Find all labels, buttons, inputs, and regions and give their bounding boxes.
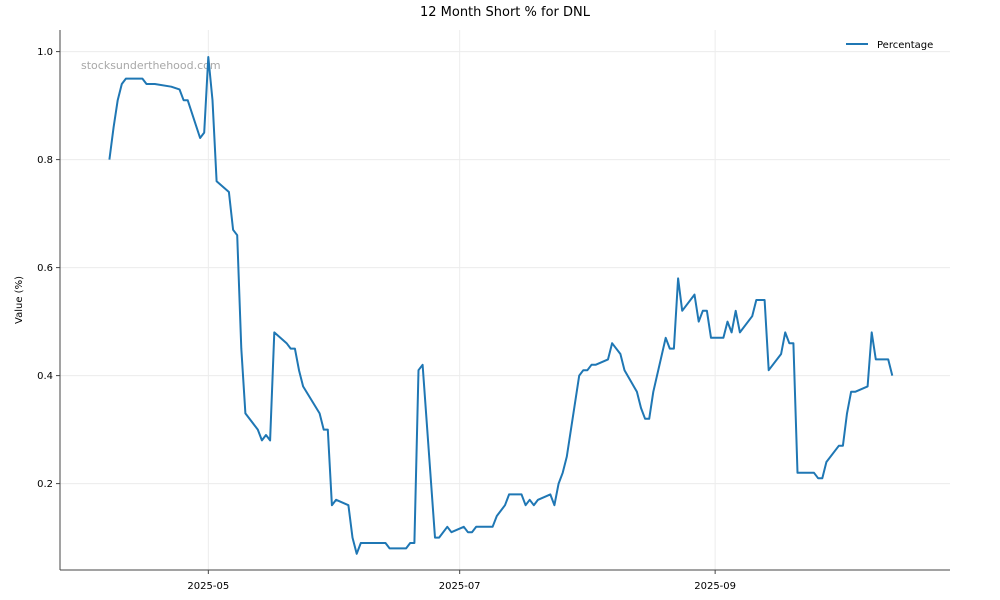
legend: Percentage [846,40,933,51]
legend-label-percentage: Percentage [877,40,933,51]
y-tick-label: 0.2 [37,479,53,490]
watermark-text: stocksunderthehood.com [81,59,221,72]
series-layer [108,56,894,555]
series-line-percentage [108,56,894,555]
x-axis-ticks: 2025-05 2025-07 2025-09 [187,570,736,592]
x-tick-label: 2025-07 [439,581,481,592]
chart-title: 12 Month Short % for DNL [420,5,591,20]
y-tick-label: 0.4 [37,371,53,382]
y-tick-label: 1.0 [37,47,53,58]
y-axis-label: Value (%) [14,276,25,324]
x-tick-label: 2025-05 [187,581,229,592]
grid-lines [60,30,950,570]
x-tick-label: 2025-09 [694,581,736,592]
y-axis-ticks: 0.2 0.4 0.6 0.8 1.0 [37,47,60,490]
y-tick-label: 0.6 [37,263,53,274]
y-tick-label: 0.8 [37,155,53,166]
